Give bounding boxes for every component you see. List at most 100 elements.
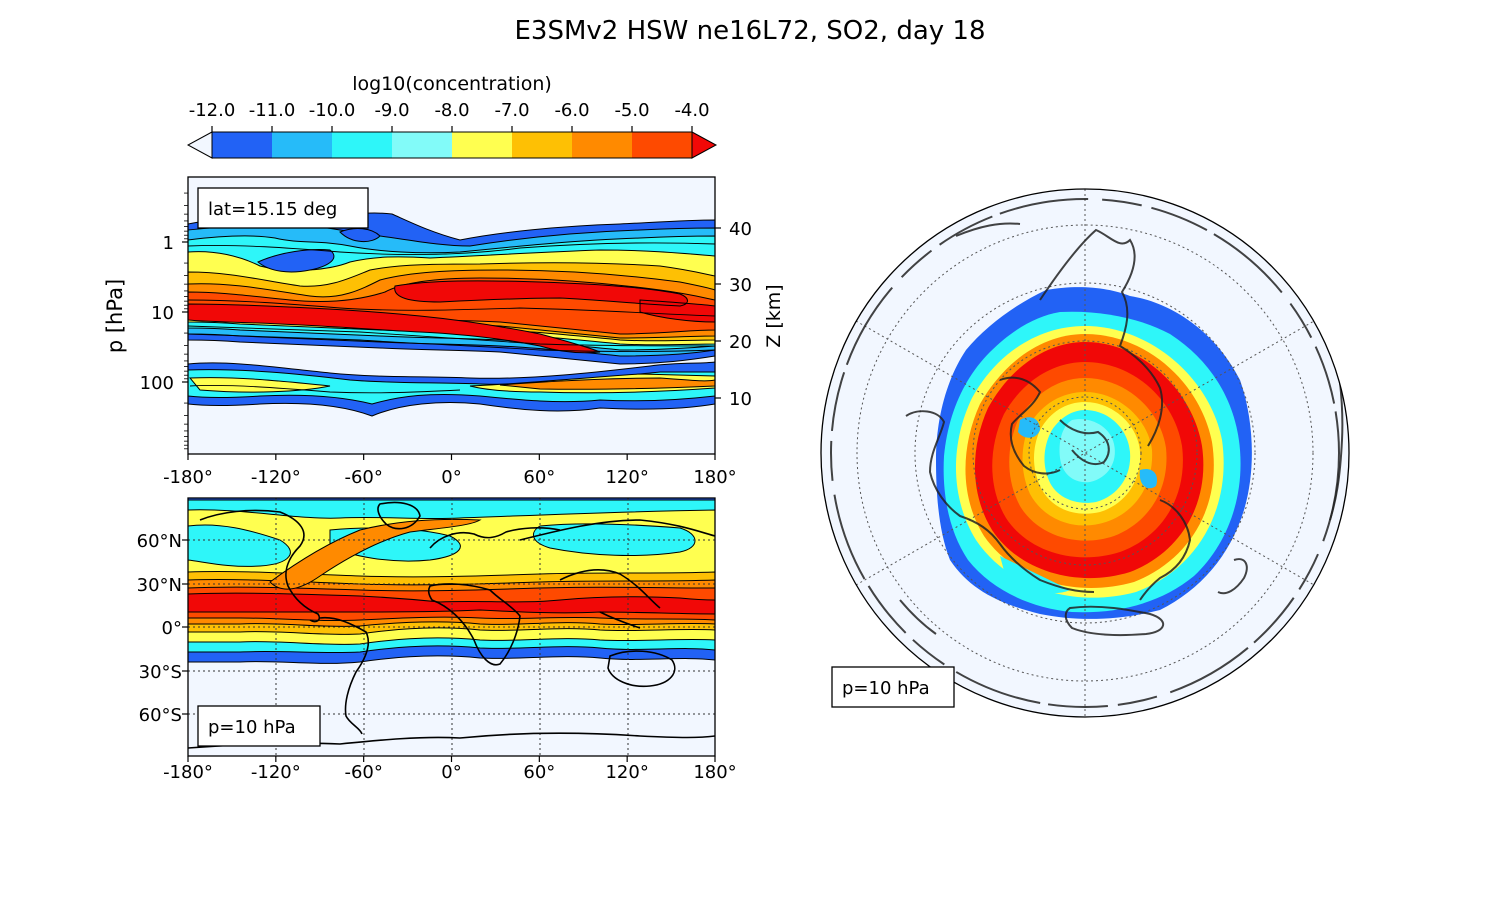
polar-coast-6	[1217, 558, 1248, 595]
figure-title: E3SMv2 HSW ne16L72, SO2, day 18	[515, 16, 986, 46]
colorbar-tick-label: -10.0	[309, 100, 356, 121]
colorbar-tick-label: -7.0	[494, 100, 529, 121]
polar-panel: p=10 hPa	[820, 188, 1350, 718]
map-orange-stripe	[269, 518, 482, 590]
polar-coast-9	[899, 599, 937, 635]
map-ytick-60n: 60°N	[137, 531, 182, 552]
map-x-axis: -180° -120° -60° 0° 60° 120° 180°	[163, 756, 737, 783]
x-tick-label: 180°	[693, 467, 736, 488]
cross-section-y2-axis: 40 30 20 10 Z [km]	[715, 219, 785, 410]
cross-section-panel: lat=15.15 deg 1 10 100 p [hPa] 40 30	[103, 176, 785, 488]
xs-blue-patch-2	[339, 228, 381, 242]
polar-coast-outer	[830, 198, 1340, 708]
colorbar-tick-labels: -12.0 -11.0 -10.0 -9.0 -8.0 -7.0 -6.0 -5.0 -4.0	[189, 100, 710, 132]
xs-contour-lines	[188, 242, 715, 394]
cross-section-ylabel: p [hPa]	[103, 279, 127, 353]
x-tick-label: 0°	[441, 467, 461, 488]
polar-patch-1	[1018, 417, 1040, 438]
cross-section-y2label: Z [km]	[763, 284, 785, 347]
colorbar: log10(concentration) -12.0 -11.0 -10.0 -9.0…	[186, 73, 718, 159]
map-ytick-30n: 30°N	[137, 575, 182, 596]
xs-blue-patch	[257, 249, 335, 273]
x-tick-label: -60°	[344, 762, 382, 783]
coast-greenland	[377, 501, 421, 530]
polar-gridlines	[855, 189, 1315, 717]
cross-section-x-axis: -180° -120° -60° 0° 60° 120° 180°	[163, 454, 737, 488]
polar-coast-2	[905, 410, 1095, 593]
colorbar-swatch	[392, 132, 453, 158]
x-tick-label: -180°	[163, 467, 213, 488]
coast-europe	[429, 527, 561, 549]
map-annotation: p=10 hPa	[208, 717, 296, 738]
polar-coast-8	[955, 222, 1021, 237]
cross-section-annotation-box	[197, 187, 369, 229]
x-tick-label: 0°	[441, 762, 461, 783]
xs-lower-cyan	[188, 369, 715, 405]
colorbar-tick-label: -5.0	[614, 100, 649, 121]
coast-north-america	[199, 509, 321, 623]
colorbar-swatches	[186, 131, 718, 159]
cross-section-contours	[188, 212, 715, 417]
colorbar-swatch	[512, 132, 573, 158]
map-panel: p=10 hPa 60°N 30°N 0° 30°S 60°S -180° -12…	[137, 497, 737, 783]
coast-asia	[519, 519, 715, 629]
map-coastlines	[188, 501, 715, 749]
map-y-axis: 60°N 30°N 0° 30°S 60°S	[137, 531, 188, 726]
polar-coast-1	[1039, 228, 1164, 447]
x-tick-label: 60°	[523, 762, 555, 783]
x-tick-label: 120°	[605, 467, 648, 488]
x-tick-label: -120°	[251, 467, 301, 488]
colorbar-swatch	[572, 132, 633, 158]
colorbar-extend-high	[691, 131, 718, 159]
colorbar-tick-label: -8.0	[434, 100, 469, 121]
map-ytick-30s: 30°S	[139, 662, 182, 683]
colorbar-label: log10(concentration)	[352, 73, 552, 95]
polar-coast-4	[1064, 605, 1164, 637]
map-ytick-60s: 60°S	[139, 705, 182, 726]
colorbar-swatch	[332, 132, 393, 158]
colorbar-tick-label: -4.0	[674, 100, 709, 121]
map-ytick-0: 0°	[162, 618, 182, 639]
coast-africa	[427, 583, 521, 666]
polar-frame	[820, 188, 1350, 718]
colorbar-swatch	[272, 132, 333, 158]
polar-contours	[830, 189, 1344, 717]
cross-section-annotation: lat=15.15 deg	[208, 199, 337, 220]
cross-section-y-axis: 1 10 100 p [hPa]	[103, 192, 188, 450]
colorbar-tick-label: -12.0	[189, 100, 236, 121]
x-tick-label: 180°	[693, 762, 736, 783]
xs-upper-red	[188, 280, 715, 354]
xs-ytick-100: 100	[140, 373, 174, 394]
xs-y2tick-40: 40	[729, 219, 752, 240]
xs-y2tick-10: 10	[729, 389, 752, 410]
polar-annotation: p=10 hPa	[842, 678, 930, 699]
colorbar-tick-label: -11.0	[249, 100, 296, 121]
polar-patch-2	[1139, 468, 1158, 489]
map-contours	[188, 498, 715, 756]
colorbar-swatch	[212, 132, 273, 158]
xs-lower-orange	[499, 377, 715, 390]
colorbar-extend-low	[186, 131, 213, 159]
polar-annotation-box	[831, 666, 955, 708]
xs-ytick-10: 10	[151, 303, 174, 324]
colorbar-frame	[211, 131, 693, 159]
x-tick-label: 120°	[605, 762, 648, 783]
map-cyan-patch-1	[188, 524, 291, 567]
x-tick-label: 60°	[523, 467, 555, 488]
colorbar-tick-label: -6.0	[554, 100, 589, 121]
colorbar-swatch	[632, 132, 693, 158]
x-tick-label: -120°	[251, 762, 301, 783]
colorbar-swatch	[452, 132, 513, 158]
xs-ytick-1: 1	[163, 233, 174, 254]
xs-y2tick-20: 20	[729, 332, 752, 353]
coast-australia	[607, 650, 676, 688]
polar-coast-5	[1139, 499, 1192, 601]
x-tick-label: -180°	[163, 762, 213, 783]
xs-y2tick-30: 30	[729, 275, 752, 296]
x-tick-label: -60°	[344, 467, 382, 488]
coast-south-america	[319, 616, 370, 735]
map-annotation-box	[197, 705, 321, 747]
colorbar-tick-label: -9.0	[374, 100, 409, 121]
polar-coast-10	[1059, 419, 1110, 466]
